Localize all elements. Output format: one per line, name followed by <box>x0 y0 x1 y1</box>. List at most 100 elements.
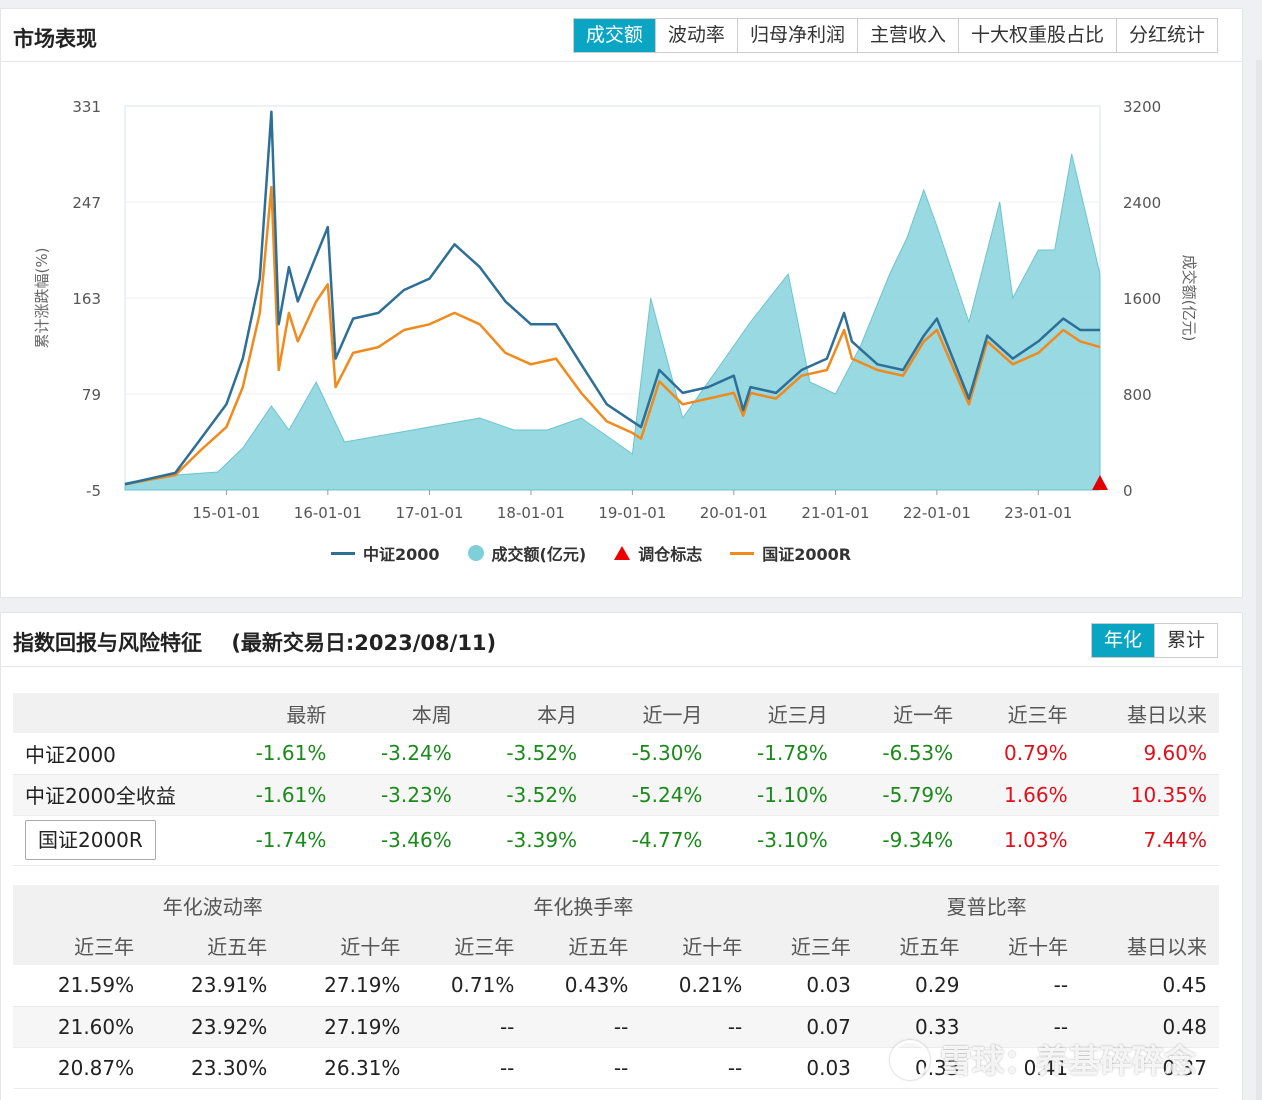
gz2000r-line <box>124 185 1101 486</box>
x-tick-label: 23-01-01 <box>1004 504 1072 522</box>
legend-rebalance[interactable]: 调仓标志 <box>614 541 702 565</box>
returns-title-text: 指数回报与风险特征 <box>13 631 202 655</box>
y-right-axis-label: 成交额(亿元) <box>1180 255 1198 342</box>
volume-area <box>124 153 1101 491</box>
legend-label: 成交额(亿元) <box>491 545 587 564</box>
cell: -3.39% <box>463 815 590 866</box>
table-row: 20.87% 23.30% 26.31% -- -- -- 0.03 0.33 … <box>13 1047 1219 1089</box>
col-header: 本月 <box>463 693 590 733</box>
table-row: 中证2000全收益 -1.61% -3.23% -3.52% -5.24% -1… <box>13 774 1219 816</box>
cell: 7.44% <box>1079 815 1219 866</box>
y-left-tick-label: -5 <box>86 482 101 500</box>
tab-volatility[interactable]: 波动率 <box>654 19 737 52</box>
returns-table: 最新 本周 本月 近一月 近三月 近一年 近三年 基日以来 中证2000 -1.… <box>13 693 1219 866</box>
cell: 23.92% <box>146 1006 280 1048</box>
tab-dividend[interactable]: 分红统计 <box>1115 19 1217 52</box>
col-header: 基日以来 <box>1079 693 1219 733</box>
market-tabs: 成交额 波动率 归母净利润 主营收入 十大权重股占比 分红统计 <box>572 18 1218 53</box>
y-left-tick-label: 247 <box>72 194 101 212</box>
x-tick-label: 16-01-01 <box>294 504 362 522</box>
x-tick-label: 19-01-01 <box>598 504 666 522</box>
cell: -6.53% <box>839 733 966 775</box>
x-tick-label: 17-01-01 <box>395 504 463 522</box>
cell: 0.41 <box>971 1047 1081 1089</box>
cell: 0.43% <box>526 965 641 1007</box>
cell: -1.78% <box>714 733 840 775</box>
y-left-tick-label: 79 <box>82 386 101 404</box>
col-header: 本周 <box>338 693 464 733</box>
cell: 0.29 <box>862 965 972 1007</box>
sub-header: 近五年 <box>526 925 641 965</box>
toggle-annualized[interactable]: 年化 <box>1091 624 1154 657</box>
legend-volume[interactable]: 成交额(亿元) <box>467 541 587 565</box>
sub-header: 基日以来 <box>1080 925 1219 965</box>
cell: -5.30% <box>589 733 715 775</box>
cell: 9.60% <box>1079 733 1219 775</box>
y-left-axis-label: 累计涨跌幅(%) <box>33 248 51 349</box>
y-right-tick-label: 2400 <box>1123 194 1161 212</box>
cell: 23.30% <box>146 1047 280 1089</box>
y-right-tick-label: 1600 <box>1123 290 1161 308</box>
cell: -1.61% <box>213 733 339 775</box>
cell: -5.24% <box>589 774 715 816</box>
cell: 27.19% <box>279 1006 413 1048</box>
legend-zz2000[interactable]: 中证2000 <box>331 541 440 565</box>
cell: -- <box>640 1047 755 1089</box>
cell: -3.24% <box>338 733 464 775</box>
cell: -- <box>640 1006 755 1048</box>
col-header: 近一月 <box>589 693 715 733</box>
y-left-tick-label: 163 <box>72 290 101 308</box>
row-name: 中证2000全收益 <box>13 774 213 816</box>
returns-panel: 指数回报与风险特征 (最新交易日:2023/08/11) 年化 累计 最新 本周… <box>0 612 1243 1100</box>
legend-line-icon <box>730 551 755 555</box>
cell: -9.34% <box>839 815 966 866</box>
sub-header: 近十年 <box>279 925 413 965</box>
scrollbar[interactable] <box>1256 60 1262 1100</box>
cell: 0.37 <box>1080 1047 1219 1089</box>
group-header-volatility: 年化波动率 <box>13 885 413 925</box>
tab-top10-weight[interactable]: 十大权重股占比 <box>957 19 1116 52</box>
group-header-turnover: 年化换手率 <box>412 885 755 925</box>
cell: 0.03 <box>754 1047 863 1089</box>
cell: -3.46% <box>338 815 464 866</box>
market-chart: 331 247 163 79 -5 3200 2400 1600 800 0 15-01-01 16-… <box>33 98 1198 522</box>
legend-label: 中证2000 <box>363 545 440 564</box>
cell: 21.59% <box>13 965 147 1007</box>
sub-header: 近三年 <box>13 925 147 965</box>
cell: -- <box>971 1006 1081 1048</box>
tab-net-profit[interactable]: 归母净利润 <box>736 19 857 52</box>
sub-header: 近三年 <box>754 925 863 965</box>
cell: -5.79% <box>839 774 966 816</box>
cell: -- <box>526 1006 641 1048</box>
zz2000-line <box>124 110 1100 486</box>
cell: 1.03% <box>965 815 1080 866</box>
col-header: 近三月 <box>714 693 840 733</box>
legend-gz2000r[interactable]: 国证2000R <box>730 541 851 565</box>
tab-revenue[interactable]: 主营收入 <box>856 19 958 52</box>
cell: 26.31% <box>279 1047 413 1089</box>
y-right-tick-label: 0 <box>1123 482 1133 500</box>
returns-title: 指数回报与风险特征 (最新交易日:2023/08/11) <box>13 627 496 657</box>
cell: -- <box>412 1006 527 1048</box>
cell: 0.79% <box>965 733 1080 775</box>
cell: 0.48 <box>1080 1006 1219 1048</box>
chart-legend: 中证2000 成交额(亿元) 调仓标志 国证2000R <box>331 541 851 565</box>
index-selector[interactable]: 国证2000R <box>25 820 156 860</box>
sub-header: 近五年 <box>862 925 972 965</box>
x-tick-label: 20-01-01 <box>700 504 768 522</box>
table-row: 21.60% 23.92% 27.19% -- -- -- 0.07 0.33 … <box>13 1006 1219 1048</box>
legend-dot-icon <box>467 545 484 561</box>
risk-sub-row: 近三年 近五年 近十年 近三年 近五年 近十年 近三年 近五年 近十年 基日以来 <box>13 925 1219 965</box>
toggle-cumulative[interactable]: 累计 <box>1153 624 1217 657</box>
legend-label: 国证2000R <box>762 545 852 564</box>
cell: 27.19% <box>279 965 413 1007</box>
xueqiu-logo-icon <box>890 1040 930 1080</box>
cell: 0.03 <box>754 965 863 1007</box>
table-row: 21.59% 23.91% 27.19% 0.71% 0.43% 0.21% 0… <box>13 965 1219 1007</box>
x-tick-label: 21-01-01 <box>801 504 869 522</box>
cell: 23.91% <box>146 965 280 1007</box>
tab-volume[interactable]: 成交额 <box>573 19 655 52</box>
cell: 0.07 <box>754 1006 863 1048</box>
col-header: 近三年 <box>965 693 1080 733</box>
cell: -- <box>971 965 1081 1007</box>
